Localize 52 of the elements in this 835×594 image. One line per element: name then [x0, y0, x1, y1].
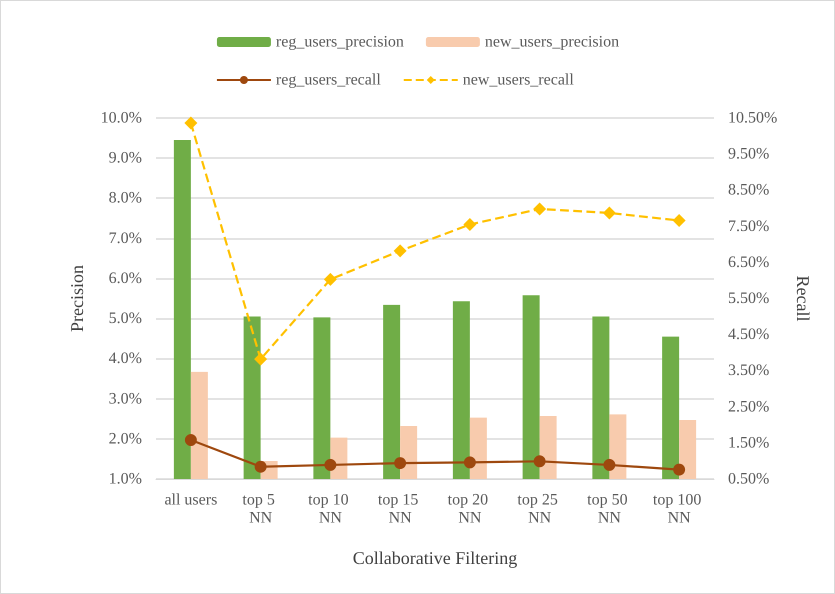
- legend-label: new_users_recall: [462, 72, 574, 88]
- y2-axis-title: Recall: [793, 276, 813, 322]
- y-tick-label: 7.0%: [108, 230, 142, 247]
- y-tick-label: 5.0%: [108, 310, 142, 328]
- x-tick-label: top 5 NN: [242, 492, 279, 526]
- y2-tick-label: 9.50%: [728, 146, 770, 163]
- y-tick-label: 9.0%: [108, 150, 142, 167]
- point: [673, 464, 686, 476]
- legend-label: new_users_precision: [484, 34, 620, 50]
- x-tick-label: top 10 NN: [308, 492, 353, 526]
- point: [464, 456, 476, 468]
- y2-tick-label: 8.50%: [728, 182, 770, 199]
- point: [603, 458, 616, 471]
- y-tick-label: 3.0%: [108, 390, 142, 408]
- y-tick-label: 6.0%: [108, 270, 142, 287]
- point: [254, 352, 268, 366]
- point: [533, 202, 546, 216]
- y-axis-title: Precision: [67, 265, 87, 332]
- point: [394, 457, 406, 470]
- y-tick-label: 1.0%: [108, 470, 142, 488]
- y-tick-label: 2.0%: [108, 430, 142, 448]
- y-tick-label: 4.0%: [108, 350, 142, 368]
- point: [184, 434, 197, 446]
- y2-tick-label: 1.50%: [728, 434, 770, 452]
- y2-tick-label: 3.50%: [728, 362, 770, 380]
- x-tick-label: top 15 NN: [378, 492, 422, 526]
- point: [602, 206, 616, 220]
- legend-label: reg_users_recall: [276, 72, 382, 88]
- x-tick-label: all users: [164, 492, 218, 508]
- y-tick-label: 8.0%: [108, 190, 142, 207]
- point: [394, 244, 407, 258]
- y2-tick-label: 7.50%: [728, 218, 770, 235]
- y2-tick-label: 5.50%: [728, 290, 770, 307]
- point: [254, 460, 267, 473]
- y2-tick-label: 2.50%: [728, 398, 770, 416]
- y2-tick-label: 0.50%: [728, 470, 770, 488]
- x-tick-label: top 20 NN: [448, 492, 492, 526]
- legend-label: reg_users_precision: [276, 34, 404, 50]
- y2-tick-label: 4.50%: [728, 326, 770, 344]
- point: [324, 272, 337, 286]
- x-axis-title: Collaborative Filtering: [352, 548, 518, 568]
- point: [463, 218, 476, 231]
- y-tick-label: 10.0%: [100, 110, 142, 126]
- x-tick-label: top 100 NN: [652, 492, 706, 526]
- point: [534, 455, 546, 468]
- x-tick-label: top 50 NN: [587, 492, 632, 526]
- y2-tick-label: 10.50%: [728, 110, 778, 126]
- point: [184, 116, 198, 130]
- point: [324, 458, 336, 471]
- y2-tick-label: 6.50%: [728, 254, 770, 271]
- x-tick-label: top 25 NN: [517, 492, 562, 526]
- point: [672, 214, 686, 228]
